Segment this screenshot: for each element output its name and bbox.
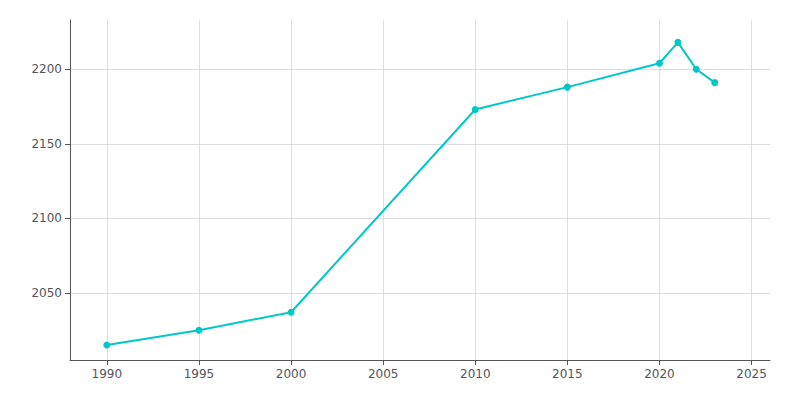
svg-text:2000: 2000	[276, 367, 307, 381]
svg-text:2005: 2005	[368, 367, 399, 381]
svg-text:2050: 2050	[31, 286, 62, 300]
svg-text:1995: 1995	[184, 367, 215, 381]
svg-text:2025: 2025	[736, 367, 767, 381]
svg-text:2100: 2100	[31, 211, 62, 225]
svg-text:2010: 2010	[460, 367, 491, 381]
svg-text:2015: 2015	[552, 367, 583, 381]
svg-text:2200: 2200	[31, 62, 62, 76]
svg-text:2020: 2020	[644, 367, 675, 381]
svg-text:2150: 2150	[31, 137, 62, 151]
svg-text:1990: 1990	[92, 367, 123, 381]
